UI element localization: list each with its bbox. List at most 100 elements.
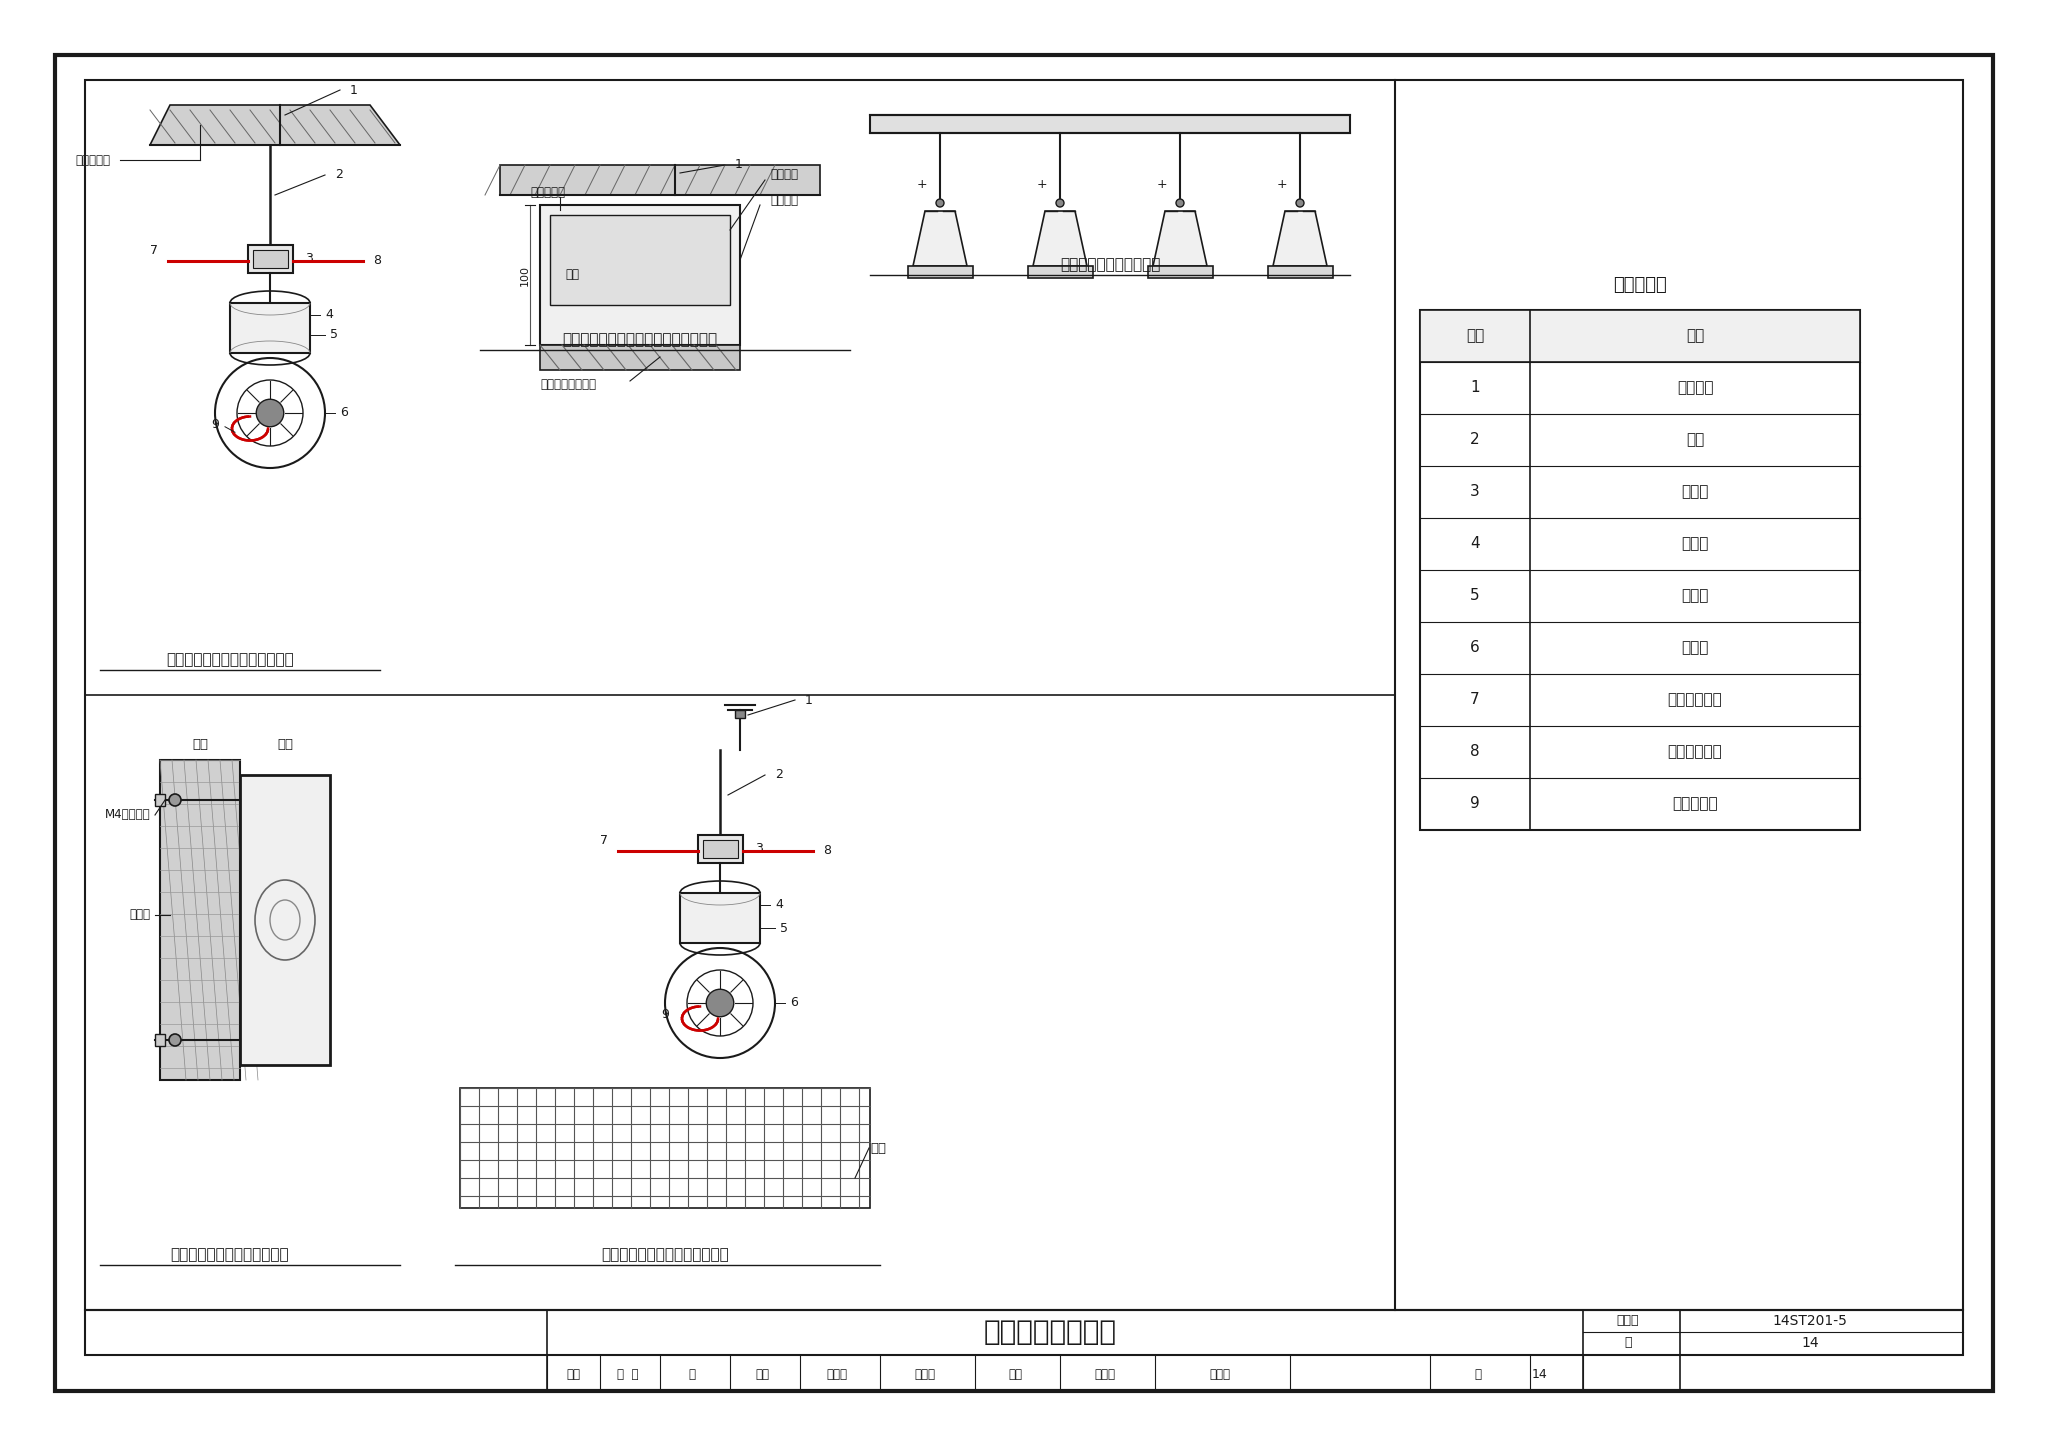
Text: 校对: 校对: [756, 1368, 768, 1381]
Bar: [229, 304, 309, 353]
Bar: [461, 1087, 870, 1207]
Text: 5: 5: [780, 921, 788, 934]
Bar: [254, 250, 289, 268]
Text: 扬声器分支线: 扬声器分支线: [1667, 745, 1722, 759]
Text: 14ST201-5: 14ST201-5: [1774, 1314, 1847, 1327]
Text: 2: 2: [1470, 432, 1481, 447]
Bar: [1268, 266, 1333, 278]
Text: 1: 1: [350, 84, 358, 97]
Polygon shape: [1274, 211, 1327, 266]
Text: 2: 2: [336, 169, 342, 182]
Text: 5: 5: [330, 328, 338, 341]
Text: 坐阵坏: 坐阵坏: [1210, 1368, 1231, 1381]
Text: 6: 6: [1470, 641, 1481, 655]
Circle shape: [707, 989, 733, 1017]
Text: 5: 5: [1470, 589, 1481, 603]
Circle shape: [256, 399, 285, 427]
Text: 4: 4: [774, 898, 782, 911]
Text: 3: 3: [1470, 484, 1481, 499]
Text: 室内吸顶式扬声器安装正立面图: 室内吸顶式扬声器安装正立面图: [166, 652, 293, 668]
Text: 路家林: 路家林: [1094, 1368, 1116, 1381]
Text: 8: 8: [1470, 745, 1481, 759]
Text: 防火罩: 防火罩: [1681, 589, 1708, 603]
Bar: [160, 761, 240, 1080]
Text: 图集号: 图集号: [1616, 1314, 1638, 1327]
Text: 编号: 编号: [1466, 328, 1485, 344]
Bar: [156, 1034, 166, 1045]
Text: 设计: 设计: [1008, 1368, 1022, 1381]
Text: 14: 14: [1532, 1368, 1548, 1381]
Text: 14: 14: [1800, 1336, 1819, 1351]
Polygon shape: [1032, 211, 1087, 266]
Bar: [1419, 309, 1860, 362]
Text: 4: 4: [326, 308, 334, 321]
Circle shape: [1296, 200, 1305, 207]
Text: 旋紧螺钉: 旋紧螺钉: [770, 169, 799, 182]
Circle shape: [170, 794, 180, 805]
Bar: [698, 834, 743, 863]
Text: 变压器线缆: 变压器线缆: [1671, 797, 1718, 811]
Text: 3: 3: [305, 253, 313, 266]
Text: 暗埋管: 暗埋管: [129, 908, 150, 921]
Text: 推出压板: 推出压板: [770, 194, 799, 207]
Circle shape: [170, 1034, 180, 1045]
Bar: [551, 215, 729, 305]
Text: 扬声器: 扬声器: [1681, 641, 1708, 655]
Bar: [1149, 266, 1212, 278]
Bar: [86, 80, 1962, 1310]
Text: +: +: [1157, 178, 1167, 191]
Text: 8: 8: [373, 254, 381, 268]
Text: 艺: 艺: [688, 1368, 696, 1381]
Polygon shape: [150, 106, 399, 145]
Text: 7: 7: [150, 244, 158, 257]
Text: M4膨胀螺栓: M4膨胀螺栓: [104, 808, 150, 821]
Bar: [680, 894, 760, 943]
Bar: [702, 840, 737, 857]
Text: 墙壁: 墙壁: [193, 739, 209, 752]
Text: 100: 100: [520, 265, 530, 285]
Text: 2: 2: [774, 768, 782, 781]
Text: 膨胀螺栓: 膨胀螺栓: [1677, 380, 1714, 396]
Text: 前面板、金属网罩: 前面板、金属网罩: [541, 379, 596, 392]
Text: 韩印石: 韩印石: [915, 1368, 936, 1381]
Text: 4: 4: [1470, 536, 1481, 551]
Text: 室内格栅式扬声器安装正立面图: 室内格栅式扬声器安装正立面图: [602, 1248, 729, 1262]
Text: 9: 9: [662, 1008, 670, 1021]
Text: 混凝土顶板: 混凝土顶板: [76, 153, 111, 166]
Text: 封式后罩闸: 封式后罩闸: [530, 187, 565, 200]
Text: 名称: 名称: [1686, 328, 1704, 344]
Text: 9: 9: [1470, 797, 1481, 811]
Polygon shape: [913, 211, 967, 266]
Text: 6: 6: [340, 406, 348, 419]
Text: +: +: [1276, 178, 1288, 191]
Text: 分线盒: 分线盒: [1681, 484, 1708, 499]
Text: +: +: [1036, 178, 1047, 191]
Bar: [1028, 266, 1094, 278]
Bar: [156, 794, 166, 805]
Text: 音箱: 音箱: [276, 739, 293, 752]
Bar: [1419, 309, 1860, 830]
Bar: [500, 165, 819, 195]
Bar: [240, 775, 330, 1066]
Text: 名称对照表: 名称对照表: [1614, 276, 1667, 294]
Bar: [248, 244, 293, 273]
Text: 格栅: 格栅: [870, 1141, 887, 1154]
Text: 页: 页: [1624, 1336, 1632, 1349]
Text: 页: 页: [1475, 1368, 1481, 1381]
Text: 室内扬声器安装图: 室内扬声器安装图: [983, 1317, 1116, 1346]
Bar: [541, 346, 739, 370]
Text: +: +: [918, 178, 928, 191]
Text: 1: 1: [805, 694, 813, 707]
Text: 出线孔: 出线孔: [1681, 536, 1708, 551]
Text: 壁挂式室内音柱安装侧立面图: 壁挂式室内音柱安装侧立面图: [170, 1248, 289, 1262]
Bar: [86, 1310, 1962, 1355]
Text: 8: 8: [823, 844, 831, 857]
Text: 王  磊: 王 磊: [616, 1368, 639, 1381]
Text: 1: 1: [735, 159, 743, 172]
Text: 1: 1: [1470, 380, 1481, 396]
Text: 6: 6: [791, 996, 799, 1009]
Text: 吸顶扬声器、噪声传感器安装正立面图: 吸顶扬声器、噪声传感器安装正立面图: [563, 333, 717, 347]
Text: 审核: 审核: [565, 1368, 580, 1381]
Bar: [541, 205, 739, 346]
Text: 同组扬声器极性正立面图: 同组扬声器极性正立面图: [1059, 257, 1159, 272]
